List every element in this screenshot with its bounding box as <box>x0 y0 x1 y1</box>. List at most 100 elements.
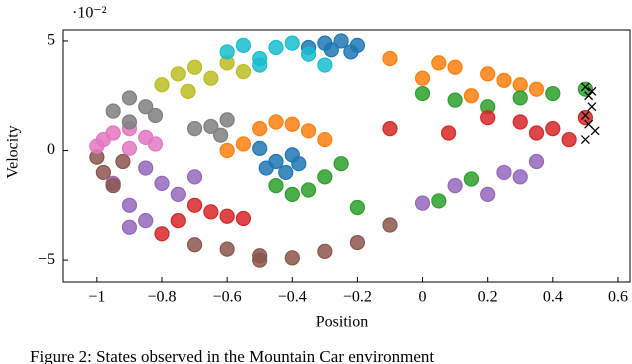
point <box>252 140 268 156</box>
point <box>496 164 512 181</box>
x-marker <box>590 126 600 136</box>
point <box>414 85 431 102</box>
point <box>512 77 528 93</box>
point <box>138 160 154 176</box>
x-tick-label: 0.4 <box>543 289 563 306</box>
point <box>300 46 317 62</box>
point <box>349 199 366 216</box>
point <box>480 110 496 126</box>
point <box>170 213 186 229</box>
point <box>512 114 528 130</box>
point <box>512 90 528 106</box>
point <box>147 107 164 124</box>
point <box>284 250 300 266</box>
y-tick-label: −5 <box>38 251 55 268</box>
point <box>284 186 300 202</box>
point <box>447 59 463 75</box>
point <box>121 114 138 130</box>
point <box>268 39 284 56</box>
point <box>577 110 593 126</box>
point <box>333 33 349 49</box>
point <box>95 131 111 148</box>
point <box>512 169 528 185</box>
point <box>186 169 203 185</box>
point <box>147 136 164 152</box>
point <box>180 83 196 99</box>
point <box>545 121 561 137</box>
point <box>528 125 545 141</box>
point <box>219 112 235 128</box>
point <box>170 186 186 202</box>
point <box>317 243 333 259</box>
point <box>323 42 339 58</box>
point <box>203 70 219 86</box>
x-axis-label: Position <box>316 314 368 331</box>
point <box>561 131 577 148</box>
point <box>170 66 186 82</box>
x-tick-label: −0.8 <box>147 289 176 306</box>
x-marker <box>587 86 597 96</box>
point <box>317 169 333 185</box>
x-tick-label: 0.6 <box>608 289 628 306</box>
y-scale-label: ·10⁻² <box>72 5 107 22</box>
point <box>219 44 235 60</box>
point <box>154 226 170 242</box>
point <box>447 92 463 108</box>
point <box>186 121 203 137</box>
x-marker <box>580 82 590 92</box>
point <box>105 177 121 194</box>
point <box>219 241 235 257</box>
point <box>284 116 300 132</box>
point <box>121 197 138 213</box>
point <box>219 142 235 159</box>
point <box>154 77 170 93</box>
point <box>121 90 138 106</box>
caption: Figure 2: States observed in the Mountai… <box>30 347 434 364</box>
point <box>278 164 294 181</box>
x-tick-label: −0.4 <box>278 289 307 306</box>
point <box>480 66 496 82</box>
point <box>115 153 131 170</box>
point <box>480 186 496 202</box>
point <box>235 37 252 53</box>
point <box>382 217 398 233</box>
point <box>186 237 203 253</box>
x-marker <box>584 91 594 101</box>
point <box>252 121 268 137</box>
point <box>291 156 307 172</box>
point <box>138 99 154 115</box>
x-marker <box>580 111 590 120</box>
y-axis-label: Velocity <box>5 125 22 178</box>
point <box>95 164 111 181</box>
point <box>414 70 431 86</box>
point <box>154 175 170 191</box>
x-tick-label: −0.6 <box>213 289 242 306</box>
point <box>213 127 229 143</box>
point <box>121 140 138 156</box>
point <box>528 153 545 170</box>
x-tick-label: 0 <box>419 289 427 306</box>
point <box>440 125 457 141</box>
point <box>382 50 398 67</box>
point <box>343 44 359 60</box>
x-marker <box>580 135 590 145</box>
point <box>258 160 274 176</box>
x-tick-label: 0.2 <box>478 289 498 306</box>
point <box>414 195 431 211</box>
x-marker <box>587 102 597 112</box>
point <box>219 208 235 224</box>
point <box>528 81 545 97</box>
point <box>252 252 268 268</box>
point <box>300 182 317 198</box>
point <box>577 81 593 97</box>
point <box>235 64 252 80</box>
point <box>203 118 219 135</box>
point <box>317 57 333 73</box>
point <box>121 219 138 235</box>
point <box>268 177 284 194</box>
point <box>431 55 447 71</box>
point <box>235 210 252 227</box>
point <box>463 171 479 187</box>
x-tick-label: −1 <box>88 289 105 306</box>
